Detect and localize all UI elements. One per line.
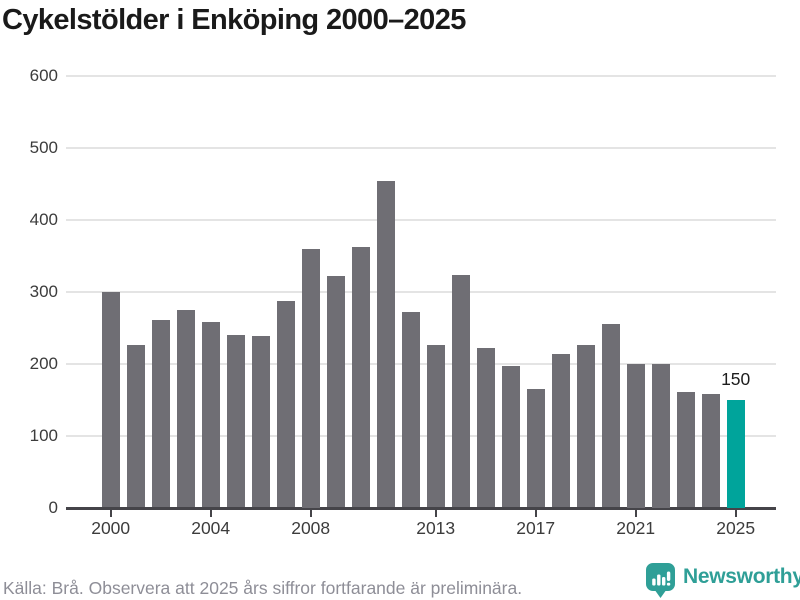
x-tick-label-2004: 2004 (191, 518, 231, 538)
bar-2010 (351, 246, 370, 508)
bar-2005 (226, 334, 245, 508)
bar-2003 (176, 310, 195, 508)
x-tick-2025 (734, 510, 737, 517)
bar-2011 (376, 180, 395, 508)
chart-title: Cykelstölder i Enköping 2000–2025 (2, 4, 466, 36)
y-tick-label-600: 600 (29, 65, 58, 85)
x-tick-2017 (534, 510, 537, 517)
newsworthy-logo: Newsworthy (645, 561, 800, 599)
bar-2020 (601, 323, 620, 508)
bar-2021 (626, 363, 645, 508)
newsworthy-logo-icon (646, 563, 675, 598)
x-tick-2008 (309, 510, 312, 517)
bar-2008 (301, 249, 320, 508)
x-tick-label-2000: 2000 (91, 518, 131, 538)
bar-2017 (526, 389, 545, 508)
newsworthy-logo-text: Newsworthy (683, 565, 800, 588)
x-tick-label-2008: 2008 (291, 518, 331, 538)
y-tick-label-0: 0 (48, 497, 58, 517)
gridline-500 (66, 146, 776, 149)
bar-2015 (476, 347, 495, 508)
y-tick-label-200: 200 (29, 353, 58, 373)
bar-2025 (726, 399, 745, 508)
bar-2023 (676, 391, 695, 508)
y-tick-label-100: 100 (29, 425, 58, 445)
gridline-600 (66, 74, 776, 77)
y-tick-label-500: 500 (29, 137, 58, 157)
bar-2004 (201, 321, 220, 508)
x-tick-label-2021: 2021 (616, 518, 656, 538)
gridline-400 (66, 218, 776, 221)
gridline-200 (66, 362, 776, 365)
gridline-300 (66, 290, 776, 293)
bar-2018 (551, 354, 570, 508)
x-tick-label-2025: 2025 (716, 518, 756, 538)
source-note: Källa: Brå. Observera att 2025 års siffr… (3, 578, 523, 598)
bar-2001 (126, 344, 145, 508)
x-tick-2000 (109, 510, 112, 517)
x-tick-2021 (634, 510, 637, 517)
x-tick-label-2017: 2017 (516, 518, 556, 538)
bar-2012 (401, 311, 420, 508)
bar-2016 (501, 366, 520, 508)
bar-2002 (151, 320, 170, 508)
x-tick-label-2013: 2013 (416, 518, 456, 538)
value-label-2025: 150 (721, 368, 751, 389)
bar-2019 (576, 344, 595, 508)
bar-2013 (426, 344, 445, 508)
gridline-100 (66, 434, 776, 437)
bar-2014 (451, 274, 470, 508)
bar-2009 (326, 275, 345, 508)
x-tick-2004 (209, 510, 212, 517)
bar-2007 (276, 300, 295, 508)
y-tick-label-400: 400 (29, 209, 58, 229)
x-tick-2013 (434, 510, 437, 517)
bar-2022 (651, 363, 670, 508)
x-axis-line (66, 507, 776, 510)
bar-2024 (701, 393, 720, 508)
bar-2000 (101, 292, 120, 508)
y-tick-label-300: 300 (29, 281, 58, 301)
bar-2006 (251, 336, 270, 508)
